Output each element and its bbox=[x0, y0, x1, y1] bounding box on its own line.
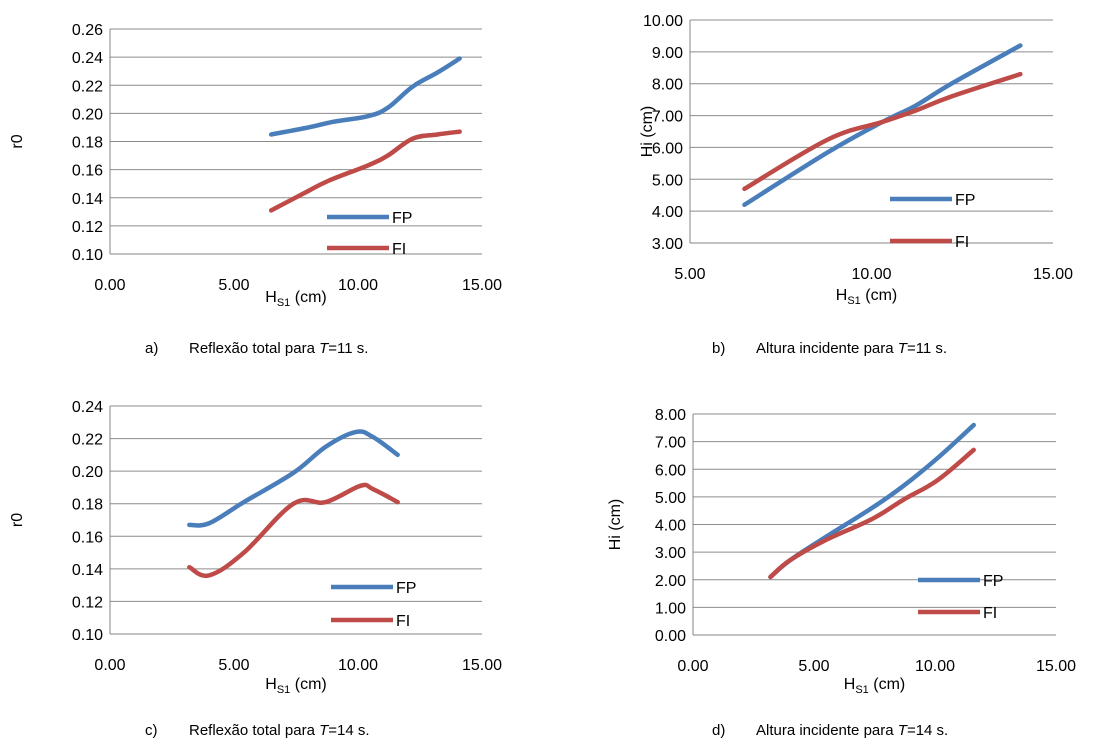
x-axis-title: HS1 (cm) bbox=[844, 676, 905, 696]
x-tick-label: 15.00 bbox=[462, 277, 502, 294]
legend-label-fi: FI bbox=[955, 234, 969, 251]
y-tick-label: 1.00 bbox=[655, 600, 686, 617]
y-axis-title: Hi (cm) bbox=[639, 106, 656, 158]
y-tick-label: 2.00 bbox=[655, 573, 686, 590]
caption-c: c) Reflexão total para T=14 s. bbox=[145, 722, 370, 739]
caption-c-text: Reflexão total para bbox=[189, 722, 320, 739]
series-line-fi bbox=[268, 129, 462, 213]
y-tick-label: 0.18 bbox=[72, 135, 103, 152]
x-axis-title: HS1 (cm) bbox=[836, 287, 897, 307]
caption-c-var: T bbox=[319, 722, 329, 739]
caption-a-letter: a) bbox=[145, 340, 159, 357]
chart-b: 3.00 4.00 5.00 6.00 7.00 8.00 9.00 10.00 5.00 10.… bbox=[639, 13, 1073, 307]
y-tick-label: 8.00 bbox=[655, 407, 686, 424]
y-tick-label: 0.10 bbox=[72, 247, 103, 264]
series-line-fi bbox=[768, 447, 976, 580]
y-tick-label: 0.24 bbox=[72, 399, 103, 416]
caption-b-letter: b) bbox=[712, 340, 726, 357]
y-tick-label: 0.12 bbox=[72, 594, 103, 611]
caption-c-letter: c) bbox=[145, 722, 158, 739]
y-tick-label: 5.00 bbox=[655, 490, 686, 507]
legend-label-fi: FI bbox=[983, 605, 997, 622]
y-tick-label: 6.00 bbox=[652, 140, 683, 157]
caption-b-suffix: =11 s. bbox=[906, 340, 948, 357]
y-tick-label: 0.20 bbox=[72, 464, 103, 481]
legend-label-fp: FP bbox=[392, 210, 412, 227]
chart-d: 0.00 1.00 2.00 3.00 4.00 5.00 6.00 7.00 8.00 0.00… bbox=[607, 407, 1076, 696]
chart-c: 0.10 0.12 0.14 0.16 0.18 0.20 0.22 0.24 0.00 5.00… bbox=[9, 399, 502, 696]
y-tick-label: 0.22 bbox=[72, 432, 103, 449]
y-axis-title: r0 bbox=[9, 134, 26, 148]
y-tick-label: 0.24 bbox=[72, 50, 103, 67]
y-tick-label: 9.00 bbox=[652, 45, 683, 62]
caption-d: d) Altura incidente para T=14 s. bbox=[712, 722, 948, 739]
legend-label-fi: FI bbox=[392, 241, 406, 258]
y-tick-label: 4.00 bbox=[652, 204, 683, 221]
x-tick-label: 10.00 bbox=[338, 277, 378, 294]
y-tick-label: 0.16 bbox=[72, 529, 103, 546]
y-tick-label: 5.00 bbox=[652, 172, 683, 189]
caption-a-suffix: =11 s. bbox=[328, 340, 369, 357]
caption-d-suffix: =14 s. bbox=[906, 722, 949, 739]
x-axis-title: HS1 (cm) bbox=[265, 289, 326, 309]
x-tick-label: 5.00 bbox=[798, 658, 829, 675]
y-tick-label: 0.14 bbox=[72, 562, 103, 579]
y-tick-label: 0.16 bbox=[72, 163, 103, 180]
legend-label-fp: FP bbox=[983, 573, 1003, 590]
x-tick-label: 10.00 bbox=[851, 266, 891, 283]
caption-c-suffix: =14 s. bbox=[328, 722, 370, 739]
y-axis-title: r0 bbox=[9, 513, 26, 527]
caption-b: b) Altura incidente para T=11 s. bbox=[712, 340, 947, 357]
y-tick-label: 7.00 bbox=[652, 109, 683, 126]
caption-a: a) Reflexão total para T=11 s. bbox=[145, 340, 368, 357]
x-tick-label: 5.00 bbox=[218, 657, 249, 674]
legend-label-fp: FP bbox=[396, 580, 416, 597]
series-line-fp bbox=[268, 56, 462, 137]
y-tick-label: 4.00 bbox=[655, 518, 686, 535]
x-tick-label: 15.00 bbox=[1036, 658, 1076, 675]
y-tick-label: 7.00 bbox=[655, 435, 686, 452]
y-axis-title: Hi (cm) bbox=[607, 499, 624, 551]
y-tick-label: 0.12 bbox=[72, 219, 103, 236]
x-axis-title: HS1 (cm) bbox=[265, 676, 326, 696]
caption-d-letter: d) bbox=[712, 722, 726, 739]
series-line-fi bbox=[742, 71, 1023, 192]
caption-a-text: Reflexão total para bbox=[189, 340, 320, 357]
caption-a-var: T bbox=[319, 340, 329, 357]
y-tick-label: 0.22 bbox=[72, 78, 103, 95]
series-line-fp bbox=[187, 429, 400, 528]
y-tick-label: 10.00 bbox=[643, 13, 683, 30]
x-tick-label: 5.00 bbox=[674, 266, 705, 283]
x-tick-label: 15.00 bbox=[1033, 266, 1073, 283]
series-line-fp bbox=[742, 43, 1023, 208]
y-tick-label: 0.20 bbox=[72, 106, 103, 123]
x-tick-label: 0.00 bbox=[94, 277, 125, 294]
x-tick-label: 10.00 bbox=[915, 658, 955, 675]
y-tick-label: 8.00 bbox=[652, 77, 683, 94]
x-tick-label: 5.00 bbox=[218, 277, 249, 294]
x-tick-label: 0.00 bbox=[94, 657, 125, 674]
x-tick-label: 10.00 bbox=[338, 657, 378, 674]
y-tick-label: 0.18 bbox=[72, 497, 103, 514]
y-tick-label: 0.26 bbox=[72, 22, 103, 39]
legend-label-fi: FI bbox=[396, 613, 410, 630]
y-tick-label: 0.00 bbox=[655, 628, 686, 645]
y-tick-label: 0.10 bbox=[72, 627, 103, 644]
y-tick-label: 3.00 bbox=[652, 236, 683, 253]
caption-d-var: T bbox=[897, 722, 907, 739]
series-line-fi bbox=[187, 482, 400, 579]
y-tick-label: 6.00 bbox=[655, 462, 686, 479]
y-tick-label: 3.00 bbox=[655, 545, 686, 562]
caption-b-text: Altura incidente para bbox=[756, 340, 898, 357]
x-tick-label: 15.00 bbox=[462, 657, 502, 674]
x-tick-label: 0.00 bbox=[677, 658, 708, 675]
caption-d-text: Altura incidente para bbox=[756, 722, 898, 739]
caption-b-var: T bbox=[897, 340, 907, 357]
legend-label-fp: FP bbox=[955, 192, 975, 209]
y-tick-label: 0.14 bbox=[72, 191, 103, 208]
chart-a: 0.10 0.12 0.14 0.16 0.18 0.20 0.22 0.24 0.26 0.00… bbox=[9, 22, 502, 309]
